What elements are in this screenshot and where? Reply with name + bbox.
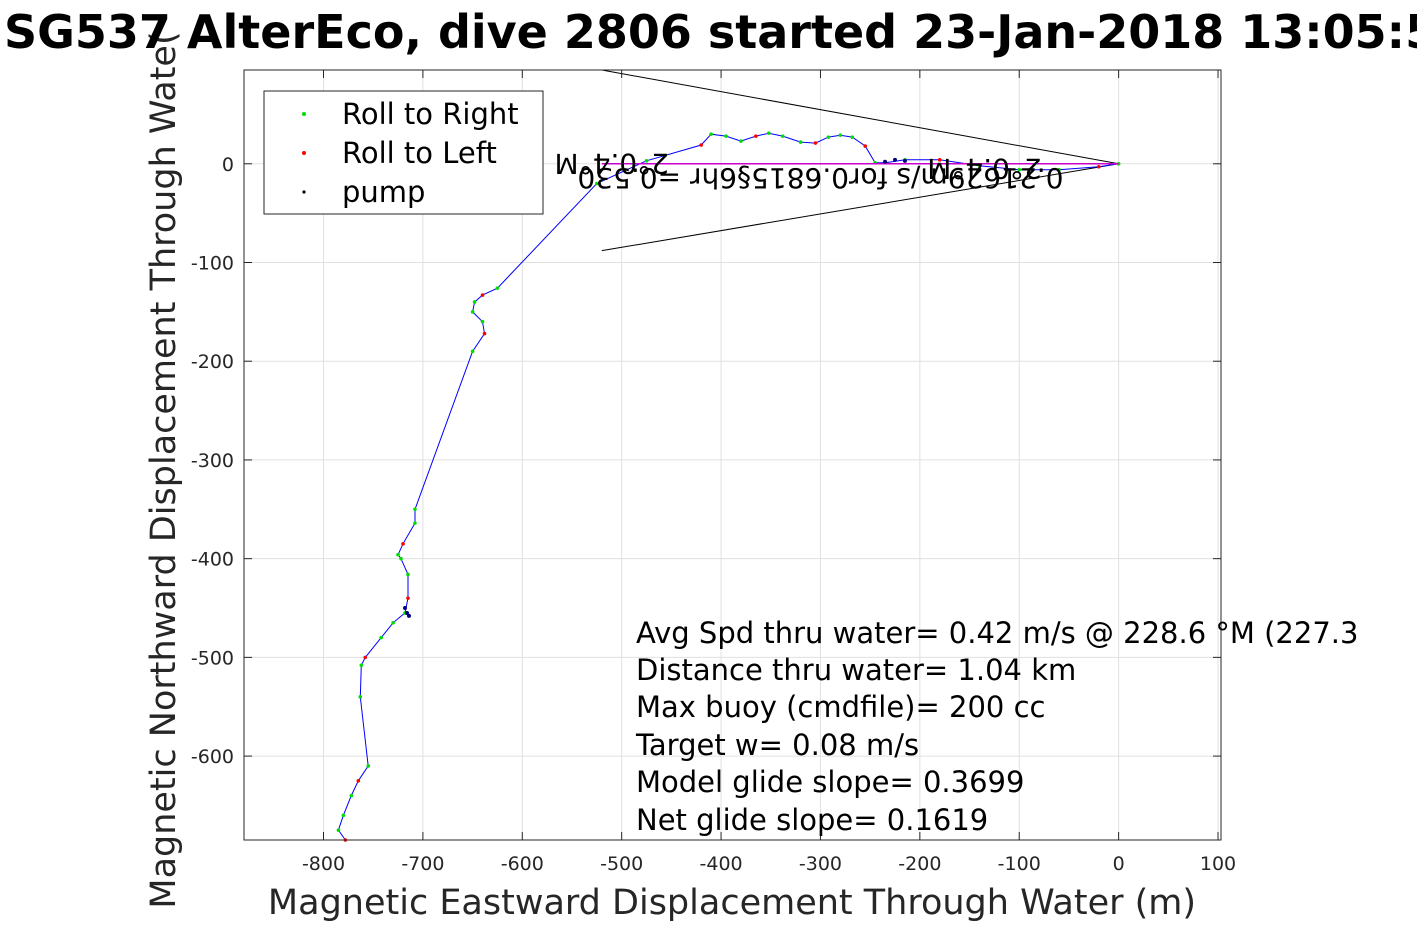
data-point	[754, 134, 758, 138]
y-tick-label: -600	[191, 746, 234, 768]
x-axis-label: Magnetic Eastward Displacement Through W…	[268, 883, 1196, 923]
legend-marker-pump	[302, 190, 306, 194]
data-point	[366, 764, 371, 768]
data-point	[356, 778, 361, 783]
y-tick-label: 0	[222, 154, 234, 176]
pump-point	[403, 606, 408, 611]
legend: Roll to Right Roll to Left pump	[263, 90, 544, 215]
pump-point	[404, 610, 409, 615]
legend-marker-roll-right	[302, 112, 306, 116]
data-point	[470, 310, 475, 314]
data-point	[358, 695, 363, 699]
info-box: Avg Spd thru water= 0.42 m/s @ 228.6 °M …	[635, 616, 1358, 837]
legend-label-roll-left: Roll to Left	[342, 136, 497, 170]
data-point	[480, 319, 485, 324]
y-tick-label: -100	[191, 253, 234, 275]
y-tick-label: -500	[191, 647, 234, 669]
data-point	[482, 331, 487, 336]
data-point	[813, 141, 818, 145]
y-tick-label: -300	[191, 450, 234, 472]
data-point	[1096, 164, 1101, 169]
info-line-avg-speed: Avg Spd thru water= 0.42 m/s @ 228.6 °M …	[636, 616, 1358, 650]
data-point	[595, 181, 599, 186]
heading-wedge-line-upper	[601, 69, 1119, 165]
data-point	[349, 793, 354, 798]
y-tick-label: -200	[191, 351, 234, 373]
data-point	[739, 139, 743, 143]
x-tick-label: -600	[501, 853, 544, 875]
data-point	[341, 813, 346, 818]
x-tick-label: -100	[998, 853, 1041, 875]
data-point	[401, 542, 405, 546]
data-point	[470, 349, 475, 354]
x-tick-label: -300	[799, 853, 842, 875]
annotations: 2°0.4°M0.21629m/s for0.6815§6hr =0.5302°…	[554, 147, 1063, 195]
data-point	[413, 521, 417, 525]
heading-wedge-line-lower	[601, 163, 1119, 252]
data-point	[977, 163, 982, 168]
y-axis-label: Magnetic Northward Displacement Through …	[144, 31, 184, 908]
x-tick-label: -500	[600, 853, 643, 875]
series-layer	[336, 69, 1121, 842]
info-line-distance: Distance thru water= 1.04 km	[636, 653, 1076, 687]
legend-marker-roll-left	[302, 151, 306, 155]
x-tick-label: -800	[302, 853, 345, 875]
data-point	[850, 135, 855, 139]
info-line-model-glide: Model glide slope= 0.3699	[636, 765, 1024, 799]
x-tick-label: 100	[1200, 853, 1236, 875]
data-point	[780, 134, 785, 138]
data-point	[359, 663, 364, 668]
data-point	[838, 133, 843, 137]
x-tick-label: -400	[700, 853, 743, 875]
data-point	[406, 572, 410, 577]
data-point	[937, 158, 942, 162]
data-point	[363, 655, 368, 660]
axes-box	[243, 69, 1222, 841]
info-line-max-buoy: Max buoy (cmdfile)= 200 cc	[636, 690, 1045, 724]
legend-label-pump: pump	[342, 175, 425, 209]
data-point	[472, 300, 477, 304]
data-point	[798, 140, 803, 144]
data-point	[1116, 161, 1121, 166]
data-point	[413, 507, 417, 512]
rotated-annotation: 2°0.4°M	[554, 147, 669, 180]
data-point	[391, 621, 395, 625]
ticks: -800 -700 -600 -500 -400 -300 -200 -100 0 100 0 -10…	[191, 70, 1236, 875]
pump-point	[893, 157, 898, 162]
series-line-0	[337, 132, 1119, 841]
data-point	[336, 828, 341, 832]
data-point	[826, 135, 831, 139]
data-point	[766, 131, 771, 135]
rotated-annotation: 0.21629m/s for0.6815§6hr =0.530	[577, 162, 1063, 195]
pump-point	[883, 159, 888, 164]
data-point	[396, 552, 400, 557]
data-point	[644, 159, 649, 163]
data-point	[1017, 167, 1022, 172]
rotated-annotation: 2°0.4°M	[927, 152, 1042, 185]
data-point	[1057, 167, 1061, 172]
data-point	[495, 286, 500, 290]
pump-point	[406, 613, 411, 618]
data-point	[863, 144, 867, 148]
data-point	[480, 293, 485, 297]
x-tick-label: -200	[898, 853, 941, 875]
data-point	[699, 143, 703, 147]
x-tick-label: -700	[401, 853, 444, 875]
x-tick-label: 0	[1113, 853, 1125, 875]
data-point	[406, 596, 410, 600]
data-point	[709, 132, 713, 136]
data-point	[724, 134, 728, 138]
data-point	[379, 635, 383, 640]
chart-title: SG537 AlterEco, dive 2806 started 23-Jan…	[4, 5, 1417, 59]
y-tick-label: -400	[191, 549, 234, 571]
info-line-target-w: Target w= 0.08 m/s	[635, 728, 919, 762]
info-line-net-glide: Net glide slope= 0.1619	[636, 803, 988, 837]
pump-point	[902, 158, 907, 163]
data-point	[399, 556, 403, 561]
legend-label-roll-right: Roll to Right	[342, 97, 519, 131]
